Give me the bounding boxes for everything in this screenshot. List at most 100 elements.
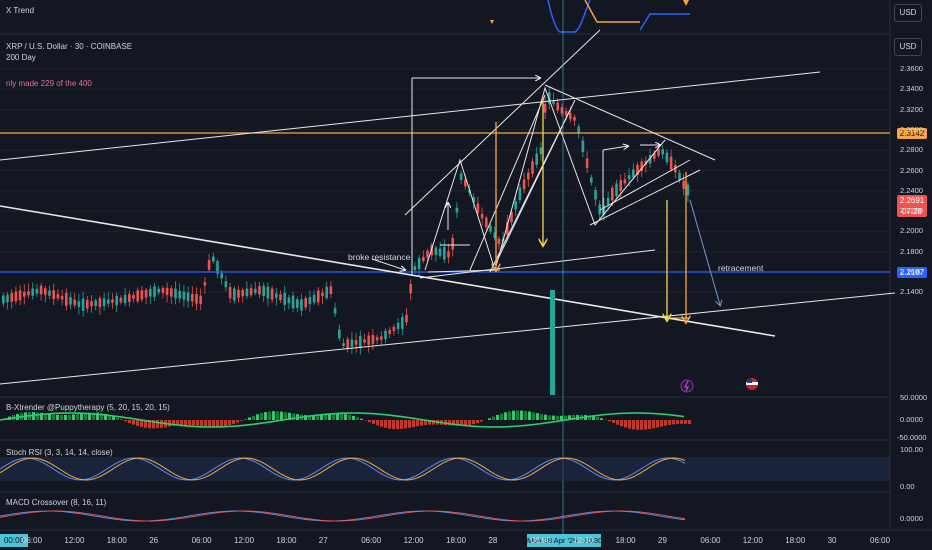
candle-body — [2, 295, 5, 304]
xtrender-bar — [376, 420, 379, 426]
time-tick-label: 12:00 — [234, 536, 255, 545]
xtrender-bar — [644, 420, 647, 430]
xtrender-bar — [144, 420, 147, 428]
xtrender-bar — [600, 418, 603, 420]
xtrender-bar — [536, 413, 539, 420]
candle-body — [174, 288, 177, 299]
xtrender-bar — [100, 413, 103, 420]
xtrender-bar — [212, 420, 215, 427]
candle-body — [123, 294, 127, 304]
xtrender-bar — [632, 420, 635, 430]
xtrender-bar — [240, 420, 243, 421]
candle-body — [65, 293, 68, 306]
candle-body — [602, 205, 606, 215]
candle-body — [283, 292, 286, 305]
xtrender-bar — [272, 411, 275, 420]
stoch-tick: 0.00 — [900, 482, 915, 491]
target-arrows[interactable] — [496, 100, 720, 322]
wedge-lower — [419, 249, 656, 279]
xtrender-bar — [388, 420, 391, 429]
time-tick-label: 26 — [149, 536, 159, 545]
stoch-band — [0, 457, 890, 481]
candle-body — [472, 197, 475, 203]
xtrender-bar — [652, 420, 655, 429]
xtrender-bar — [664, 420, 667, 426]
signal-line — [0, 510, 686, 522]
lightning-icon[interactable] — [680, 379, 694, 393]
candle-body — [577, 126, 580, 133]
xtrender-bar — [328, 414, 331, 420]
xtrender-bar — [160, 420, 163, 428]
retracement-label[interactable]: retracement — [718, 263, 764, 273]
candle-body — [207, 260, 211, 270]
xtrender-bar — [188, 420, 191, 425]
xtrender-pane-title[interactable]: B-Xtrender @Puppytherapy (5, 20, 15, 20,… — [6, 403, 170, 412]
time-tick-label: 06:00 — [361, 536, 382, 545]
candle-body — [258, 286, 261, 295]
xtrender-bar — [520, 410, 523, 420]
xtrender-bar — [112, 416, 115, 420]
us-flag-icon[interactable] — [746, 378, 758, 390]
xtrender-bar — [108, 414, 111, 420]
drawings[interactable] — [0, 29, 896, 385]
currency-main-button[interactable]: USD — [894, 38, 922, 56]
xtrender-bar — [544, 414, 547, 420]
xtrender-bar — [424, 420, 427, 426]
xtrender-bar — [656, 420, 659, 428]
candle-body — [363, 339, 366, 343]
macd-pane-title[interactable]: MACD Crossover (8, 16, 11) — [6, 498, 107, 507]
candle-body — [581, 140, 585, 153]
candle-body — [132, 295, 135, 299]
candle-body — [669, 156, 673, 170]
candle-body — [333, 308, 337, 314]
xtrender-bar — [332, 413, 335, 420]
crosshair-time-label: Mon 28 Apr '25 10:30 — [527, 534, 603, 547]
candle-body — [556, 102, 559, 111]
candle-body — [653, 152, 656, 159]
triangle-marker-icon — [683, 0, 689, 6]
candle-body — [493, 232, 496, 238]
xtrender-bar — [352, 415, 355, 420]
candle-body — [476, 203, 480, 213]
xtrender-bar — [596, 416, 599, 420]
xtrender-bar — [496, 414, 499, 420]
xtrender-bar — [208, 420, 211, 427]
xtrender-bar — [264, 412, 267, 420]
candle-body — [657, 148, 660, 156]
candle-body — [77, 301, 81, 307]
symbol-title[interactable]: XRP / U.S. Dollar · 30 · COINBASE — [6, 42, 133, 51]
candle-body — [23, 291, 26, 297]
xtrender-bar — [200, 420, 203, 426]
candle-body — [434, 247, 438, 255]
candle-body — [455, 207, 459, 213]
xtrender-bar — [588, 415, 591, 420]
xtrender-bar — [312, 415, 315, 420]
xtrender-bar — [488, 418, 491, 420]
candle-body — [539, 147, 543, 155]
candle-body — [325, 286, 328, 298]
candle-body — [262, 285, 265, 297]
xtrender-bar — [284, 412, 287, 420]
ma-label: 200 Day — [6, 53, 36, 62]
candle-body — [510, 211, 513, 222]
currency-top-button[interactable]: USD — [894, 4, 922, 22]
price-tick-label: 2.3200 — [900, 104, 923, 114]
candle-body — [375, 337, 379, 341]
candle-body — [459, 173, 463, 180]
candle-body — [388, 330, 391, 334]
candle-body — [682, 180, 685, 189]
note-text: nly made 229 of the 400 — [6, 79, 92, 88]
candle-body — [359, 335, 362, 348]
xtrender-tick: 0.0000 — [900, 415, 923, 424]
xtrender-bar — [528, 411, 531, 420]
xtrender-bar — [88, 412, 91, 420]
time-tick-label: 29 — [658, 536, 667, 545]
stoch-pane-title[interactable]: Stoch RSI (3, 3, 14, 14, close) — [6, 448, 113, 457]
xtrender-bar — [660, 420, 663, 427]
xtrender-bar — [244, 419, 247, 420]
candle-body — [371, 334, 375, 344]
xtrender-bar — [280, 411, 283, 420]
broke-resistance-label[interactable]: broke resistance — [348, 252, 411, 262]
candle-body — [128, 294, 131, 302]
